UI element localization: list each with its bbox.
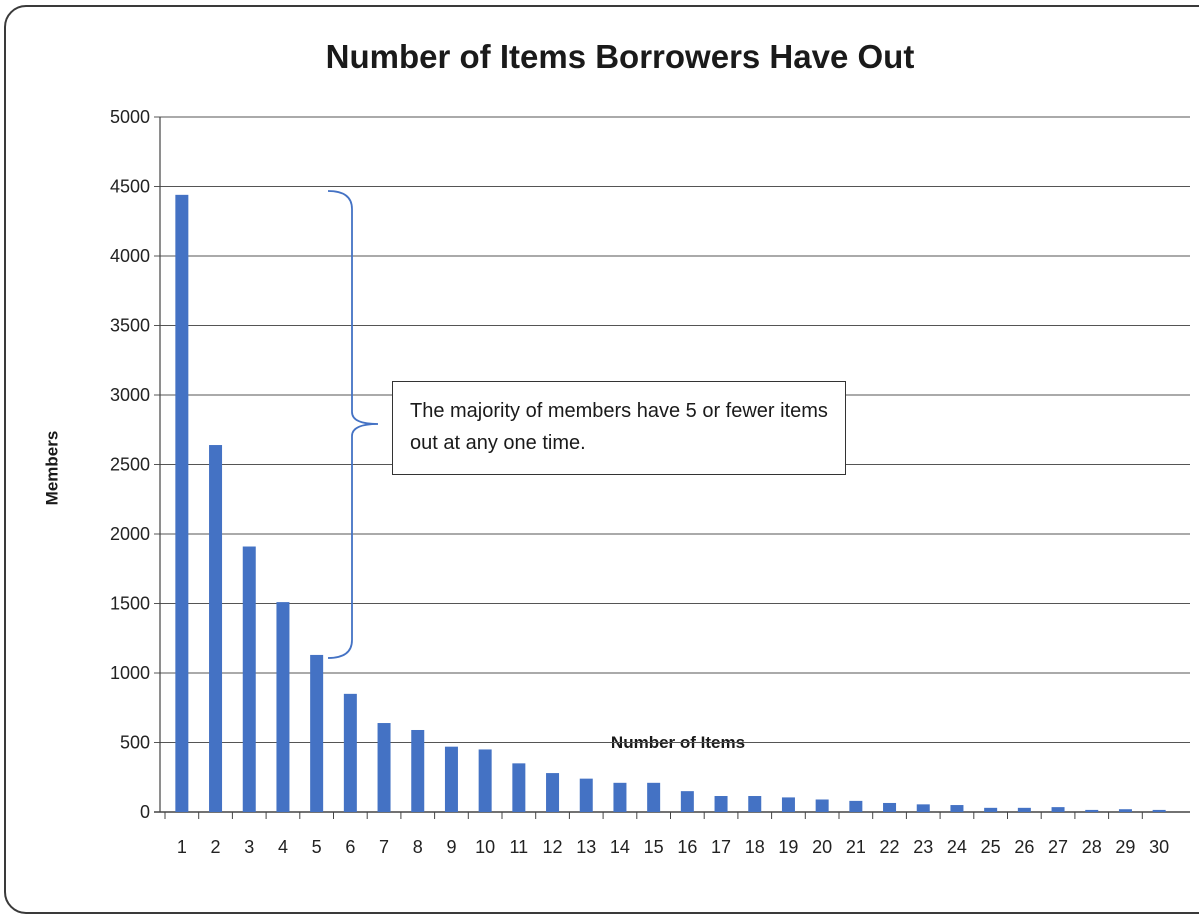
x-tick-label: 27: [1048, 837, 1068, 857]
y-tick-label: 4000: [110, 246, 150, 266]
x-tick-label: 19: [778, 837, 798, 857]
y-tick-label: 4500: [110, 177, 150, 197]
bar-10: [478, 749, 492, 812]
annotation-box: The majority of members have 5 or fewer …: [392, 381, 846, 475]
x-tick-label: 3: [244, 837, 254, 857]
bar-16: [680, 791, 694, 812]
x-tick-label: 17: [711, 837, 731, 857]
bar-29: [1118, 809, 1132, 812]
annotation-bracket: [327, 190, 379, 659]
x-tick-label: 18: [745, 837, 765, 857]
x-tick-label: 15: [644, 837, 664, 857]
x-tick-label: 5: [312, 837, 322, 857]
bars: [175, 194, 1166, 813]
bar-24: [950, 805, 964, 812]
y-tick-label: 2000: [110, 524, 150, 544]
y-tick-label: 2500: [110, 455, 150, 475]
x-tick-label: 28: [1082, 837, 1102, 857]
x-tick-label: 10: [475, 837, 495, 857]
x-tick-label: 29: [1115, 837, 1135, 857]
y-tick-label: 5000: [110, 107, 150, 127]
x-tick-label: 1: [177, 837, 187, 857]
bar-6: [343, 693, 357, 812]
bar-5: [310, 654, 324, 812]
x-tick-label: 13: [576, 837, 596, 857]
bar-15: [647, 782, 661, 812]
gridlines: [154, 116, 1190, 813]
y-tick-label: 0: [140, 802, 150, 822]
y-tick-label: 1000: [110, 663, 150, 683]
bar-13: [579, 778, 593, 812]
bar-7: [377, 723, 391, 812]
bar-21: [849, 800, 863, 812]
y-tick-label: 1500: [110, 594, 150, 614]
x-tick-label: 8: [413, 837, 423, 857]
x-tick-label: 24: [947, 837, 967, 857]
bar-4: [276, 602, 290, 812]
x-tick-label: 12: [543, 837, 563, 857]
y-tick-labels: 0 500 1000 1500 2000 2500 3000 3500 4000 4500 5000: [110, 107, 150, 822]
bar-18: [748, 796, 762, 812]
x-tick-label: 20: [812, 837, 832, 857]
bar-11: [512, 763, 526, 812]
x-tick-label: 7: [379, 837, 389, 857]
bar-3: [242, 546, 256, 812]
y-tick-label: 3500: [110, 316, 150, 336]
bar-22: [883, 802, 897, 812]
x-tick-label: 21: [846, 837, 866, 857]
bar-12: [546, 773, 560, 812]
x-tick-label: 4: [278, 837, 288, 857]
bar-30: [1152, 809, 1166, 812]
chart-title: Number of Items Borrowers Have Out: [325, 38, 915, 75]
bar-28: [1085, 809, 1099, 812]
x-tick-label: 9: [446, 837, 456, 857]
bar-2: [209, 445, 223, 812]
y-tick-label: 500: [120, 733, 150, 753]
bar-14: [613, 782, 627, 812]
x-tick-labels: 1 2 3 4 5 6 7 8 9 10 11 12 13 14 15 16 17 18 19 20 21 22 23 24 2…: [164, 812, 1169, 857]
x-tick-label: 26: [1014, 837, 1034, 857]
x-tick-label: 2: [211, 837, 221, 857]
x-tick-label: 30: [1149, 837, 1169, 857]
bar-19: [781, 797, 795, 812]
y-tick-label: 3000: [110, 385, 150, 405]
bar-1: [175, 194, 189, 813]
x-tick-label: 25: [981, 837, 1001, 857]
bar-8: [411, 729, 425, 812]
x-tick-label: 16: [677, 837, 697, 857]
x-tick-label: 6: [345, 837, 355, 857]
x-tick-label: 23: [913, 837, 933, 857]
bar-17: [714, 796, 728, 812]
bar-27: [1051, 807, 1065, 812]
bar-9: [444, 746, 458, 812]
x-tick-label: 22: [880, 837, 900, 857]
bar-23: [916, 804, 930, 812]
bar-20: [815, 799, 829, 812]
x-tick-label: 11: [510, 837, 529, 857]
x-tick-label: 14: [610, 837, 630, 857]
bar-26: [1017, 807, 1031, 812]
bar-25: [984, 807, 998, 812]
